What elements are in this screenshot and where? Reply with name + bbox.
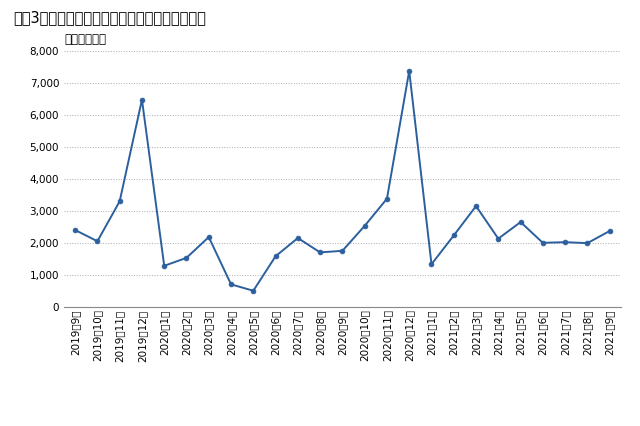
Text: （単位：戸）: （単位：戸） [64, 33, 106, 46]
Text: 図表3　首都圏新築マンションの発売戸数の推移: 図表3 首都圏新築マンションの発売戸数の推移 [13, 11, 205, 26]
